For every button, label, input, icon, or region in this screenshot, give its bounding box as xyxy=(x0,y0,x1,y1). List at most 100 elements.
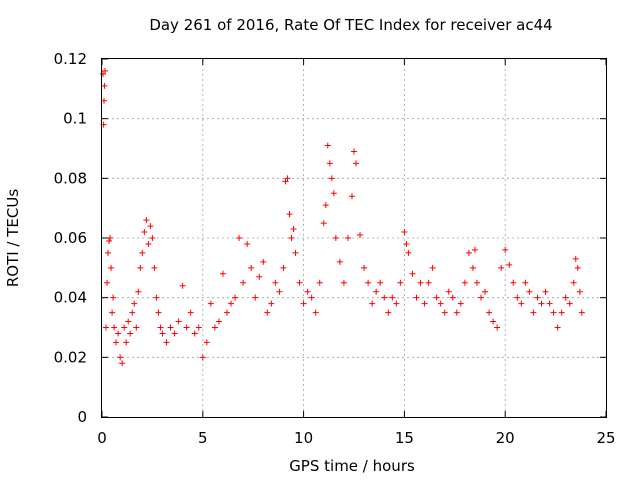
data-point xyxy=(409,270,416,277)
data-point xyxy=(276,288,283,295)
x-tick-label: 15 xyxy=(395,429,414,447)
data-point xyxy=(353,160,360,167)
data-point xyxy=(461,279,468,286)
data-point xyxy=(393,300,400,307)
data-point xyxy=(397,279,404,286)
data-point xyxy=(145,240,152,247)
data-point xyxy=(153,294,160,301)
data-point xyxy=(469,264,476,271)
data-point xyxy=(486,309,493,316)
grid xyxy=(102,59,606,417)
data-point xyxy=(326,160,333,167)
data-point xyxy=(211,324,218,331)
data-point xyxy=(260,258,267,265)
data-point xyxy=(131,300,138,307)
data-point xyxy=(576,288,583,295)
data-point xyxy=(381,294,388,301)
data-point xyxy=(286,211,293,218)
data-point xyxy=(361,264,368,271)
y-tick-label: 0.04 xyxy=(54,289,87,307)
data-point xyxy=(107,235,114,241)
y-tick-label: 0.06 xyxy=(54,229,87,247)
data-point xyxy=(123,339,130,346)
data-point xyxy=(264,309,271,316)
data-point xyxy=(530,309,537,316)
data-point xyxy=(252,294,259,301)
data-point xyxy=(203,339,210,346)
data-point xyxy=(344,235,351,241)
data-point xyxy=(449,294,456,301)
data-point xyxy=(195,324,202,331)
data-point xyxy=(348,193,355,200)
data-point xyxy=(121,324,128,331)
data-point xyxy=(421,300,428,307)
data-point xyxy=(308,294,315,301)
data-point xyxy=(102,67,109,74)
data-point xyxy=(502,246,509,253)
data-point xyxy=(445,288,452,295)
y-axis-label: ROTI / TECUs xyxy=(4,189,22,287)
data-point xyxy=(554,324,561,331)
x-tick-label: 25 xyxy=(596,429,615,447)
data-point xyxy=(108,264,115,271)
data-point xyxy=(167,324,174,331)
data-point xyxy=(413,294,420,301)
data-series xyxy=(100,67,585,367)
data-point xyxy=(574,264,581,271)
data-point xyxy=(175,318,182,325)
data-point xyxy=(125,318,132,325)
x-tick-label: 0 xyxy=(97,429,107,447)
data-point xyxy=(562,294,569,301)
data-point xyxy=(465,249,472,256)
data-point xyxy=(143,217,150,224)
data-point xyxy=(494,324,501,331)
data-point xyxy=(377,279,384,286)
x-tick-label: 20 xyxy=(496,429,515,447)
data-point xyxy=(351,148,357,155)
data-point xyxy=(441,309,448,316)
data-point xyxy=(240,279,247,286)
data-point xyxy=(429,264,436,271)
data-point xyxy=(236,235,243,241)
data-point xyxy=(280,264,287,271)
data-point xyxy=(312,309,319,316)
data-point xyxy=(157,324,164,331)
data-point xyxy=(219,270,226,277)
data-point xyxy=(101,97,108,104)
data-point xyxy=(550,309,557,316)
x-tick-label: 10 xyxy=(294,429,313,447)
data-point xyxy=(133,324,140,331)
data-point xyxy=(304,288,311,295)
data-point xyxy=(106,237,113,244)
data-point xyxy=(365,279,372,286)
data-point xyxy=(110,294,117,301)
data-point xyxy=(572,255,579,262)
data-point xyxy=(105,249,112,256)
data-point xyxy=(119,360,126,367)
data-point xyxy=(403,240,410,247)
chart-title: Day 261 of 2016, Rate Of TEC Index for r… xyxy=(149,16,552,34)
data-point xyxy=(109,309,116,316)
data-point xyxy=(570,279,577,286)
data-point xyxy=(405,249,412,256)
data-point xyxy=(151,264,158,271)
data-point xyxy=(332,235,339,241)
data-point xyxy=(518,300,525,307)
data-point xyxy=(473,279,480,286)
data-point xyxy=(268,300,275,307)
data-point xyxy=(159,330,166,337)
data-point xyxy=(369,300,376,307)
y-tick-label: 0.1 xyxy=(63,110,87,128)
y-tick-label: 0.02 xyxy=(54,348,87,366)
data-point xyxy=(139,249,146,256)
plot-frame xyxy=(101,58,607,418)
data-point xyxy=(183,324,190,331)
data-point xyxy=(482,288,489,295)
data-point xyxy=(373,288,380,295)
data-point xyxy=(316,279,323,286)
data-point xyxy=(104,279,111,286)
data-point xyxy=(113,339,120,346)
data-point xyxy=(232,294,239,301)
data-point xyxy=(187,309,194,316)
